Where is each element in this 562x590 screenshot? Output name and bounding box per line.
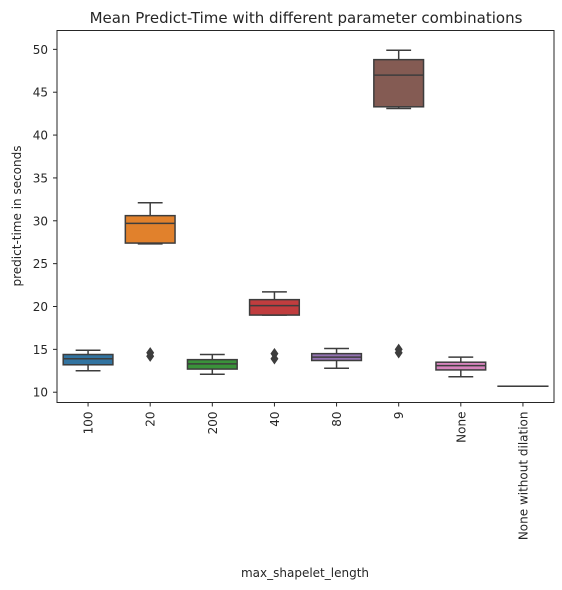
- box-iqr: [124, 214, 176, 244]
- box-100: [62, 349, 114, 372]
- x-axis: 100 20 200 40 80 9 None None without dilation: [82, 402, 530, 541]
- y-tick-label: 45: [33, 86, 48, 100]
- plot-frame: [56, 30, 555, 403]
- box-iqr: [248, 298, 301, 316]
- box-40: [248, 291, 301, 365]
- x-axis-label: max_shapelet_length: [241, 566, 369, 580]
- chart-title: Mean Predict-Time with different paramet…: [90, 9, 523, 27]
- y-tick-label: 30: [33, 214, 48, 228]
- y-tick-label: 35: [33, 171, 48, 185]
- outlier-point: [394, 343, 403, 356]
- y-tick-label: 10: [33, 386, 48, 400]
- y-tick-label: 25: [33, 257, 48, 271]
- box-200: [186, 353, 238, 375]
- y-tick-label: 50: [33, 43, 48, 57]
- x-tick-label: 100: [82, 412, 96, 435]
- box-20: [124, 202, 176, 362]
- outlier-point: [270, 347, 279, 360]
- x-tick-label: 20: [144, 412, 158, 427]
- box-iqr: [62, 353, 114, 366]
- x-tick-label: 40: [268, 412, 282, 427]
- y-tick-label: 15: [33, 343, 48, 357]
- box-iqr: [373, 58, 425, 108]
- x-tick-label: 200: [206, 412, 220, 435]
- box-9: [373, 49, 425, 359]
- boxes-layer: [62, 49, 549, 387]
- y-axis: 10 15 20 25 30 35 40 45 50: [33, 43, 57, 400]
- x-tick-label: 9: [392, 412, 406, 420]
- y-axis-label: predict-time in seconds: [10, 146, 24, 287]
- x-tick-label: None: [454, 412, 468, 443]
- box-none: [435, 356, 487, 378]
- outlier-point: [146, 347, 155, 359]
- x-tick-label: 80: [330, 412, 344, 427]
- y-tick-label: 40: [33, 129, 48, 143]
- y-tick-label: 20: [33, 300, 48, 314]
- x-tick-label: None without dilation: [516, 412, 530, 541]
- box-80: [310, 347, 363, 369]
